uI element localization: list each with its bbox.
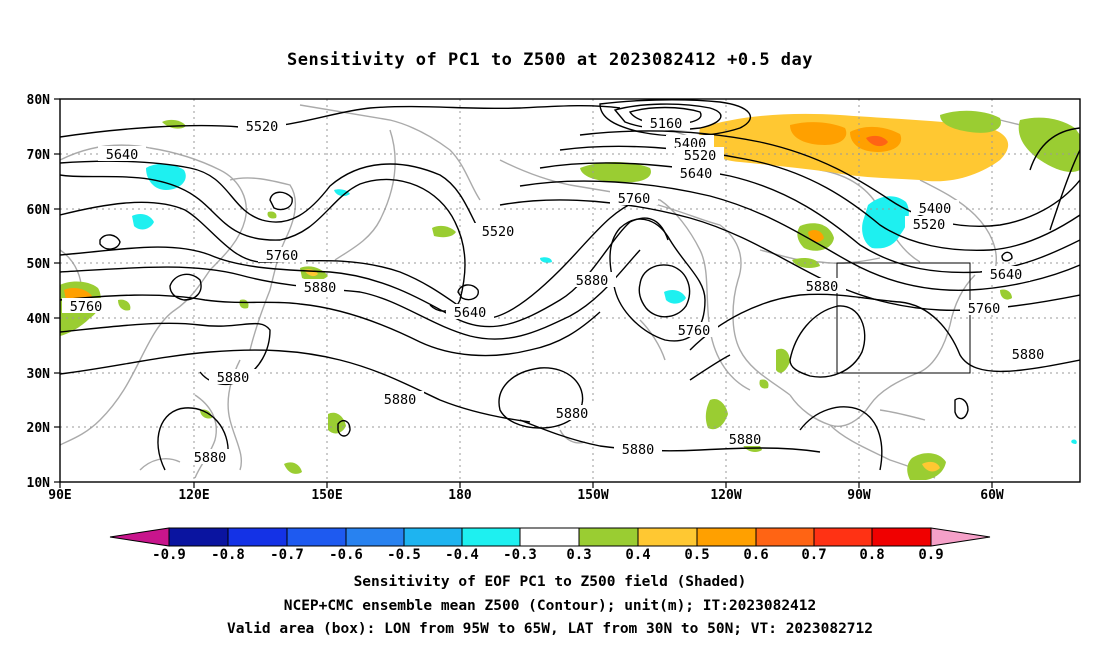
colorbar-label: -0.4 <box>445 547 479 563</box>
colorbar <box>109 527 991 547</box>
colorbar-cell <box>109 527 170 547</box>
contour-label: 5880 <box>729 432 762 448</box>
contour-label: 5640 <box>454 305 487 321</box>
colorbar-cell <box>930 527 991 547</box>
lon-label: 90W <box>847 488 871 503</box>
colorbar-cell <box>578 527 639 547</box>
colorbar-label: -0.5 <box>387 547 421 563</box>
contour-label: 5880 <box>806 279 839 295</box>
colorbar-cell <box>755 527 815 547</box>
contour-label: 5520 <box>246 119 279 135</box>
contour-label: 5880 <box>622 442 655 458</box>
longitude-labels: 90E 120E 150E 180 150W 120W 90W 60W <box>48 488 1004 503</box>
map-title: Sensitivity of PC1 to Z500 at 2023082412… <box>286 50 813 70</box>
lon-label: 120W <box>710 488 741 503</box>
contour-label: 5880 <box>304 280 337 296</box>
contour-label: 5880 <box>556 406 589 422</box>
colorbar-label: -0.9 <box>152 547 186 563</box>
colorbar-cell <box>871 527 932 547</box>
colorbar-cell <box>637 527 698 547</box>
colorbar-cell <box>461 527 521 547</box>
contour-label: 5880 <box>194 450 227 466</box>
contour-label: 5160 <box>650 116 683 132</box>
contour-label: 5760 <box>968 301 1001 317</box>
colorbar-label: 0.5 <box>684 547 709 563</box>
contour-label: 5400 <box>919 201 952 217</box>
caption-shading: Sensitivity of EOF PC1 to Z500 field (Sh… <box>353 574 747 590</box>
latitude-labels: 80N 70N 60N 50N 40N 30N 20N 10N <box>27 93 51 491</box>
lat-label: 70N <box>27 148 51 163</box>
contour-label: 5880 <box>384 392 417 408</box>
contour-label: 5640 <box>680 166 713 182</box>
lon-label: 150W <box>577 488 608 503</box>
lat-label: 50N <box>27 257 51 272</box>
colorbar-cell <box>227 527 288 547</box>
colorbar-cell <box>168 527 229 547</box>
colorbar-label: 0.4 <box>625 547 650 563</box>
lat-label: 80N <box>27 93 51 108</box>
lat-label: 20N <box>27 421 51 436</box>
lon-label: 150E <box>311 488 342 503</box>
colorbar-cell <box>345 527 405 547</box>
contour-label: 5640 <box>990 267 1023 283</box>
colorbar-labels: -0.9 -0.8 -0.7 -0.6 -0.5 -0.4 -0.3 0.3 0… <box>152 547 944 563</box>
colorbar-label: 0.7 <box>801 547 826 563</box>
valid-area-box <box>836 262 971 374</box>
contour-label: 5760 <box>266 248 299 264</box>
contour-label: 5520 <box>684 148 717 164</box>
axis-ticks <box>54 98 993 488</box>
caption-valid-area: Valid area (box): LON from 95W to 65W, L… <box>226 621 873 637</box>
colorbar-label: 0.6 <box>743 547 768 563</box>
contour-label: 5760 <box>678 323 711 339</box>
colorbar-cell <box>286 527 347 547</box>
contour-value-labels: 5520 5640 5160 5400 5520 5640 5760 5520 … <box>62 115 1052 466</box>
caption-contour: NCEP+CMC ensemble mean Z500 (Contour); u… <box>283 598 817 614</box>
contour-label: 5760 <box>70 299 103 315</box>
contour-label: 5760 <box>618 191 651 207</box>
lon-label: 60W <box>980 488 1004 503</box>
colorbar-label: 0.3 <box>566 547 591 563</box>
lat-label: 40N <box>27 312 51 327</box>
lon-label: 120E <box>178 488 209 503</box>
contour-label: 5520 <box>482 224 515 240</box>
lat-label: 10N <box>27 476 51 491</box>
lat-label: 30N <box>27 367 51 382</box>
colorbar-cell <box>813 527 873 547</box>
lon-label: 90E <box>48 488 71 503</box>
contour-label: 5640 <box>106 147 139 163</box>
lon-label: 180 <box>448 488 472 503</box>
colorbar-cell <box>696 527 757 547</box>
colorbar-cell <box>519 527 580 547</box>
colorbar-label: -0.6 <box>329 547 363 563</box>
contour-label: 5880 <box>1012 347 1045 363</box>
positive-sensitivity-shading <box>60 110 1080 480</box>
map-frame <box>59 98 1081 483</box>
colorbar-cell <box>403 527 463 547</box>
contour-label: 5880 <box>217 370 250 386</box>
colorbar-label: 0.8 <box>859 547 884 563</box>
contour-label: 5520 <box>913 217 946 233</box>
colorbar-label: -0.8 <box>211 547 245 563</box>
lat-label: 60N <box>27 203 51 218</box>
colorbar-label: -0.7 <box>270 547 304 563</box>
colorbar-label: -0.3 <box>503 547 537 563</box>
colorbar-label: 0.9 <box>918 547 943 563</box>
contour-label: 5880 <box>576 273 609 289</box>
